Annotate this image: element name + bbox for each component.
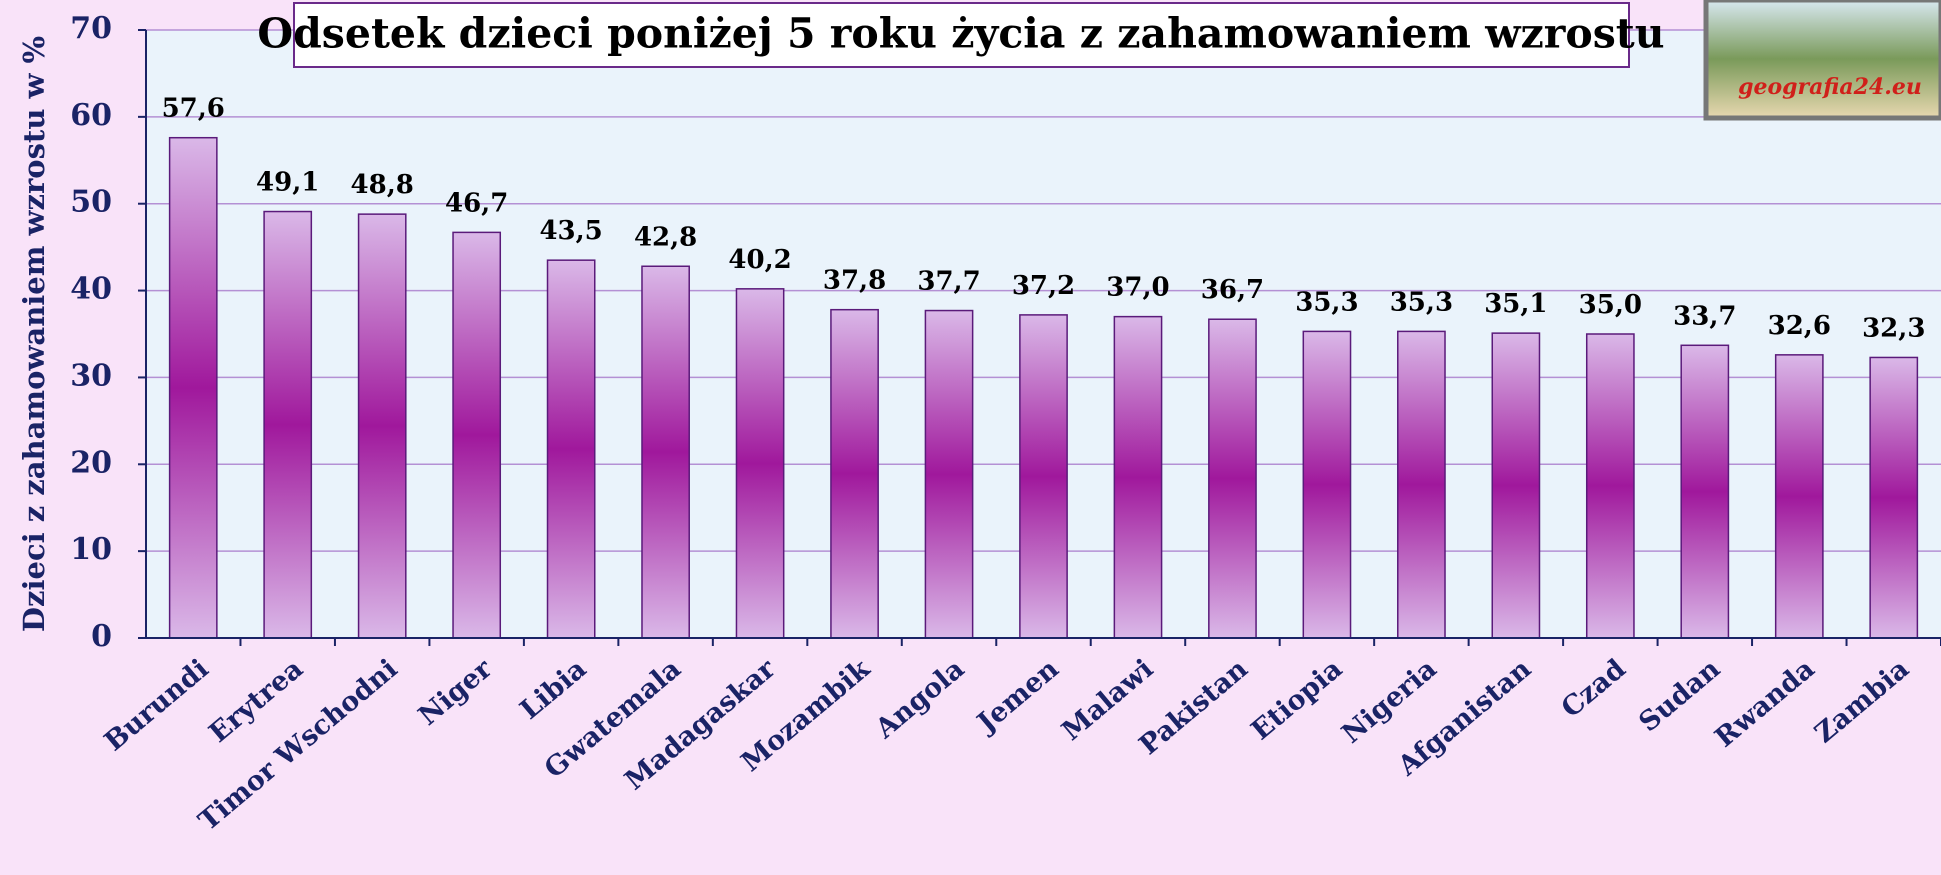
x-tick-label: Jemen: [970, 653, 1065, 740]
title-box: [293, 2, 1630, 68]
x-tick-label: Rwanda: [1709, 653, 1820, 753]
value-label: 35,1: [1484, 289, 1547, 319]
bar: [641, 265, 690, 639]
x-tick-label: Sudan: [1633, 653, 1726, 738]
bar: [452, 231, 502, 639]
y-tick-label: 10: [70, 532, 112, 567]
value-label: 32,6: [1768, 311, 1831, 341]
value-label: 37,0: [1106, 273, 1169, 303]
logo-text: geografia24.eu: [1738, 74, 1922, 100]
value-label: 36,7: [1201, 275, 1264, 305]
y-tick-label: 30: [70, 358, 112, 393]
value-label: 42,8: [634, 222, 697, 252]
value-label: 43,5: [539, 216, 602, 246]
value-label: 40,2: [728, 245, 791, 275]
value-label: 57,6: [162, 94, 225, 124]
bar: [1302, 330, 1352, 639]
value-label: 46,7: [445, 188, 508, 218]
y-tick-label: 40: [70, 272, 112, 307]
value-label: 37,2: [1012, 271, 1075, 301]
bar: [1869, 356, 1919, 639]
bar: [1774, 354, 1824, 639]
value-label: 35,3: [1295, 287, 1358, 317]
bar: [168, 136, 218, 639]
x-tick-label: Niger: [413, 653, 499, 732]
value-label: 35,3: [1390, 287, 1453, 317]
value-label: 48,8: [351, 170, 414, 200]
chart-title: Odsetek dzieci poniżej 5 roku życia z za…: [257, 10, 1664, 58]
y-tick-label: 50: [70, 185, 112, 220]
x-tick-label: Burundi: [99, 653, 215, 757]
value-label: 37,8: [823, 266, 886, 296]
y-axis-label: Dzieci z zahamowaniem wzrostu w %: [17, 36, 51, 632]
bar: [546, 259, 596, 639]
y-tick-label: 60: [70, 98, 112, 133]
bar: [357, 213, 407, 639]
x-tick-label: Angola: [869, 653, 970, 745]
bar: [1491, 332, 1541, 639]
value-label: 33,7: [1673, 301, 1736, 331]
logo: [1703, 0, 1941, 121]
y-tick-label: 20: [70, 445, 112, 480]
bar: [263, 210, 313, 639]
bar: [830, 308, 879, 639]
value-label: 35,0: [1579, 290, 1642, 320]
bar: [924, 309, 974, 639]
x-tick-label: Zambia: [1809, 653, 1915, 749]
bar: [1585, 333, 1635, 639]
x-tick-label: Etiopia: [1246, 653, 1349, 746]
value-label: 32,3: [1862, 313, 1925, 343]
value-label: 37,7: [917, 267, 980, 297]
bar: [1397, 330, 1446, 639]
y-tick-label: 70: [70, 11, 112, 46]
bar: [1208, 318, 1257, 639]
bar: [1113, 315, 1163, 639]
x-tick-label: Libia: [514, 653, 592, 726]
bar: [1019, 314, 1068, 639]
bar: [1680, 344, 1730, 639]
y-tick-label: 0: [91, 619, 112, 654]
x-tick-label: Czad: [1556, 653, 1632, 724]
bar: [735, 288, 785, 639]
value-label: 49,1: [256, 168, 319, 198]
